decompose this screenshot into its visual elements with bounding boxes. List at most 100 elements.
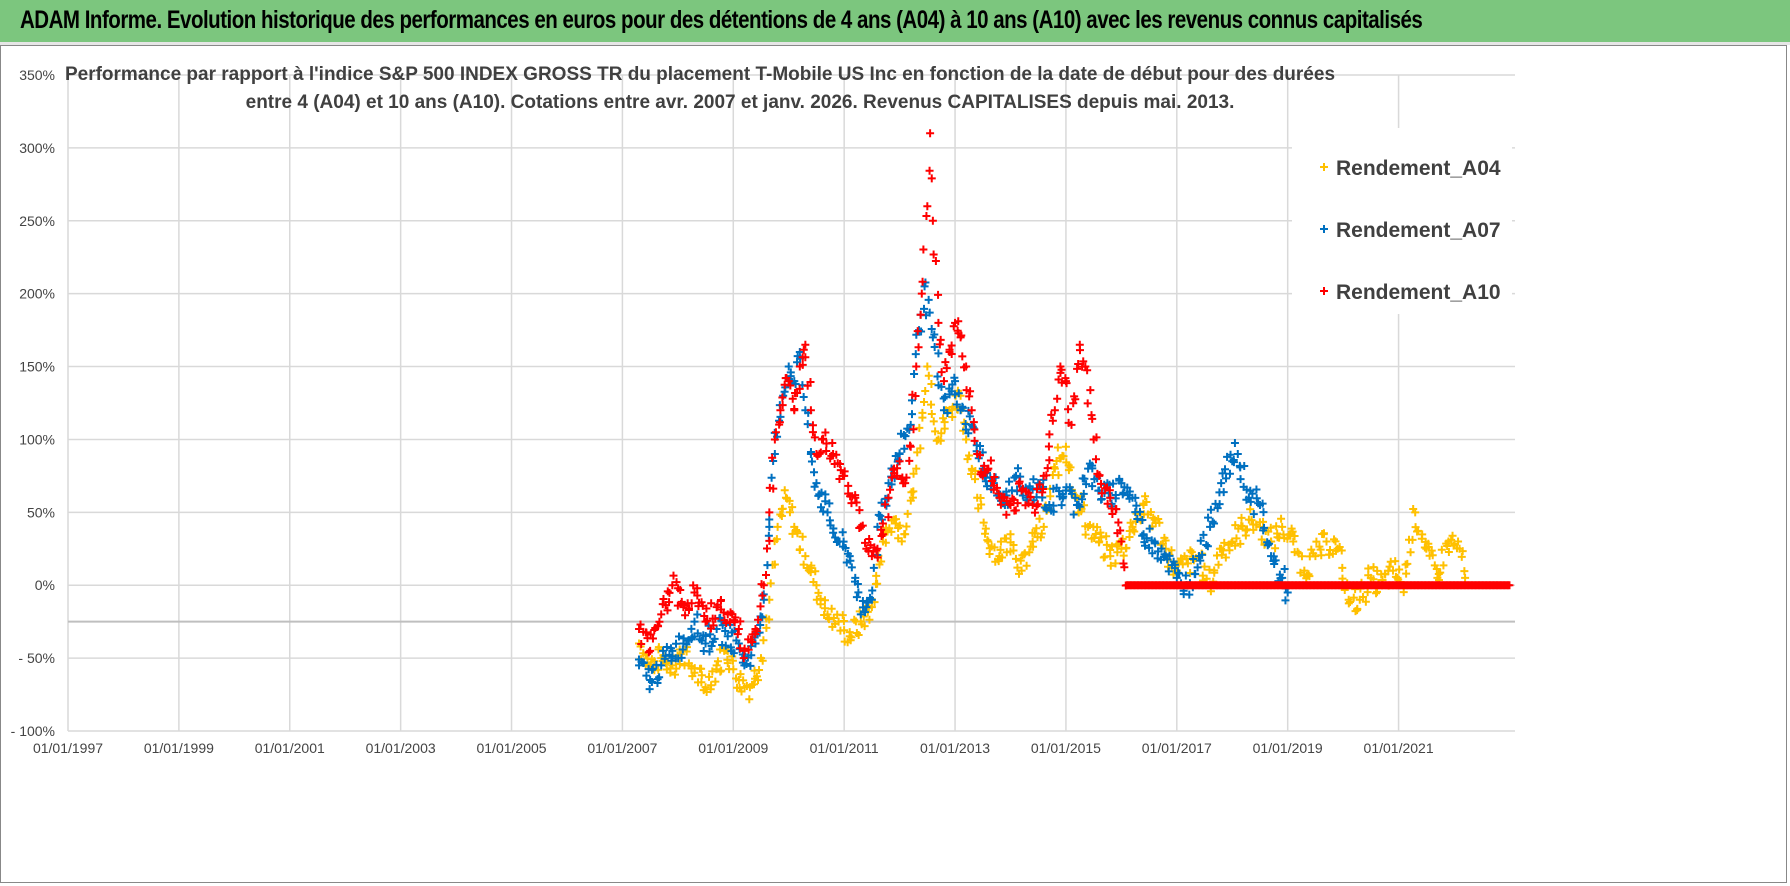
data-point: [1460, 567, 1469, 576]
data-point: [1069, 510, 1078, 519]
data-point: [926, 129, 935, 138]
data-point: [744, 645, 753, 654]
data-point: [749, 680, 758, 689]
data-point: [924, 371, 933, 380]
data-point: [1249, 525, 1258, 534]
data-point: [1035, 514, 1044, 523]
data-point: [639, 658, 648, 667]
data-point: [912, 362, 921, 371]
data-point: [846, 556, 855, 565]
data-point: [929, 250, 938, 259]
data-point: [1009, 540, 1018, 549]
data-point: [937, 382, 946, 391]
data-point: [773, 522, 782, 531]
data-point: [867, 595, 876, 604]
data-point: [747, 651, 756, 660]
data-point: [762, 544, 771, 553]
data-point: [1048, 416, 1057, 425]
data-point: [1013, 563, 1022, 572]
data-point: [1219, 488, 1228, 497]
data-point: [726, 643, 735, 652]
data-point: [1297, 552, 1306, 561]
data-point: [954, 317, 963, 326]
data-point: [1185, 590, 1194, 599]
data-point: [662, 642, 671, 651]
data-point: [1151, 539, 1160, 548]
data-point: [1424, 539, 1433, 548]
data-point: [884, 493, 893, 502]
data-point: [788, 394, 797, 403]
data-point: [1006, 530, 1015, 539]
data-point: [1248, 489, 1257, 498]
data-point: [1363, 588, 1372, 597]
data-point: [1406, 548, 1415, 557]
data-point: [801, 353, 810, 362]
data-point: [919, 245, 928, 254]
data-point: [811, 567, 820, 576]
data-point: [948, 412, 957, 421]
data-point: [701, 683, 710, 692]
data-point: [810, 468, 819, 477]
data-point: [941, 358, 950, 367]
data-point: [1345, 597, 1354, 606]
data-point: [710, 634, 719, 643]
data-point: [838, 611, 847, 620]
data-point: [934, 290, 943, 299]
data-point: [689, 581, 698, 590]
data-point: [1038, 484, 1047, 493]
data-point: [921, 386, 930, 395]
data-point: [1132, 501, 1141, 510]
data-point: [1120, 563, 1129, 572]
data-point: [759, 636, 768, 645]
data-point: [902, 473, 911, 482]
data-point: [947, 350, 956, 359]
data-point: [935, 340, 944, 349]
data-point: [914, 343, 923, 352]
data-point: [934, 349, 943, 358]
data-point: [1399, 588, 1408, 597]
data-point: [1238, 522, 1247, 531]
data-point: [1436, 568, 1445, 577]
data-point: [908, 410, 916, 419]
data-point: [1087, 411, 1096, 420]
data-point: [895, 457, 904, 466]
data-point: [1066, 463, 1075, 472]
data-point: [931, 427, 940, 436]
data-point: [812, 479, 821, 488]
data-point: [705, 672, 714, 681]
data-point: [772, 535, 781, 544]
data-point: [1081, 530, 1090, 539]
data-point: [1230, 439, 1239, 448]
data-point: [965, 392, 974, 401]
data-point: [795, 384, 804, 393]
data-point: [821, 428, 830, 437]
data-point: [1053, 443, 1062, 452]
data-point: [990, 473, 999, 482]
data-point: [1200, 562, 1209, 571]
data-point: [708, 667, 717, 676]
data-point: [928, 216, 937, 225]
x-tick-label: 01/01/2007: [587, 740, 657, 756]
data-point: [1095, 537, 1104, 546]
data-point: [816, 503, 825, 512]
data-point: [637, 640, 646, 649]
data-point: [756, 602, 765, 611]
series-rendement-a07: [634, 278, 1292, 694]
data-point: [920, 304, 928, 313]
data-point: [854, 588, 863, 597]
data-point: [1035, 480, 1044, 489]
data-point: [1322, 537, 1331, 546]
data-point: [937, 368, 946, 377]
data-point: [873, 579, 882, 588]
data-point: [700, 612, 709, 621]
data-point: [874, 510, 883, 519]
data-point: [1210, 568, 1219, 577]
data-point: [729, 665, 738, 674]
data-point: [1290, 531, 1299, 540]
data-point: [1097, 489, 1106, 498]
data-point: [1064, 405, 1073, 414]
data-point: [642, 671, 651, 680]
data-point: [877, 557, 886, 566]
data-point: [1070, 392, 1079, 401]
data-point: [1015, 477, 1024, 486]
